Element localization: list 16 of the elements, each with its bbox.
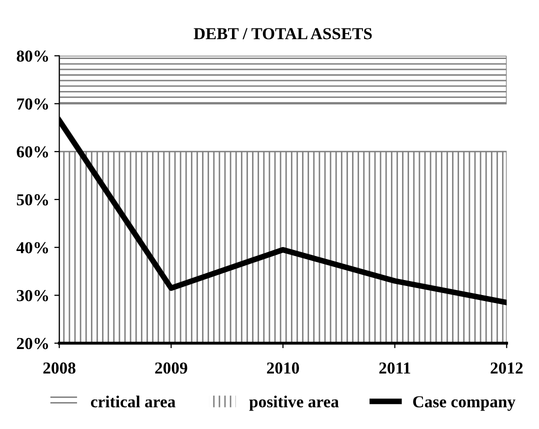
y-tick-label: 70%	[17, 98, 48, 110]
y-tick-label: 20%	[16, 338, 48, 350]
x-tick-label: 2009	[155, 362, 188, 374]
y-tick-label: 80%	[16, 50, 48, 62]
x-tick-label: 2010	[267, 362, 300, 374]
chart-title: DEBT / TOTAL ASSETS	[194, 28, 372, 40]
x-tick-label: 2011	[379, 362, 410, 374]
y-tick-label: 60%	[16, 146, 48, 158]
y-tick-label: 30%	[16, 290, 48, 302]
x-tick-label: 2012	[490, 362, 523, 374]
y-tick-label: 40%	[16, 242, 48, 254]
legend-label: positive area	[249, 396, 339, 411]
y-tick-label: 50%	[16, 194, 48, 206]
x-tick-label: 2008	[43, 362, 76, 374]
legend-label: Case company	[413, 396, 516, 411]
legend-label: critical area	[90, 396, 176, 408]
